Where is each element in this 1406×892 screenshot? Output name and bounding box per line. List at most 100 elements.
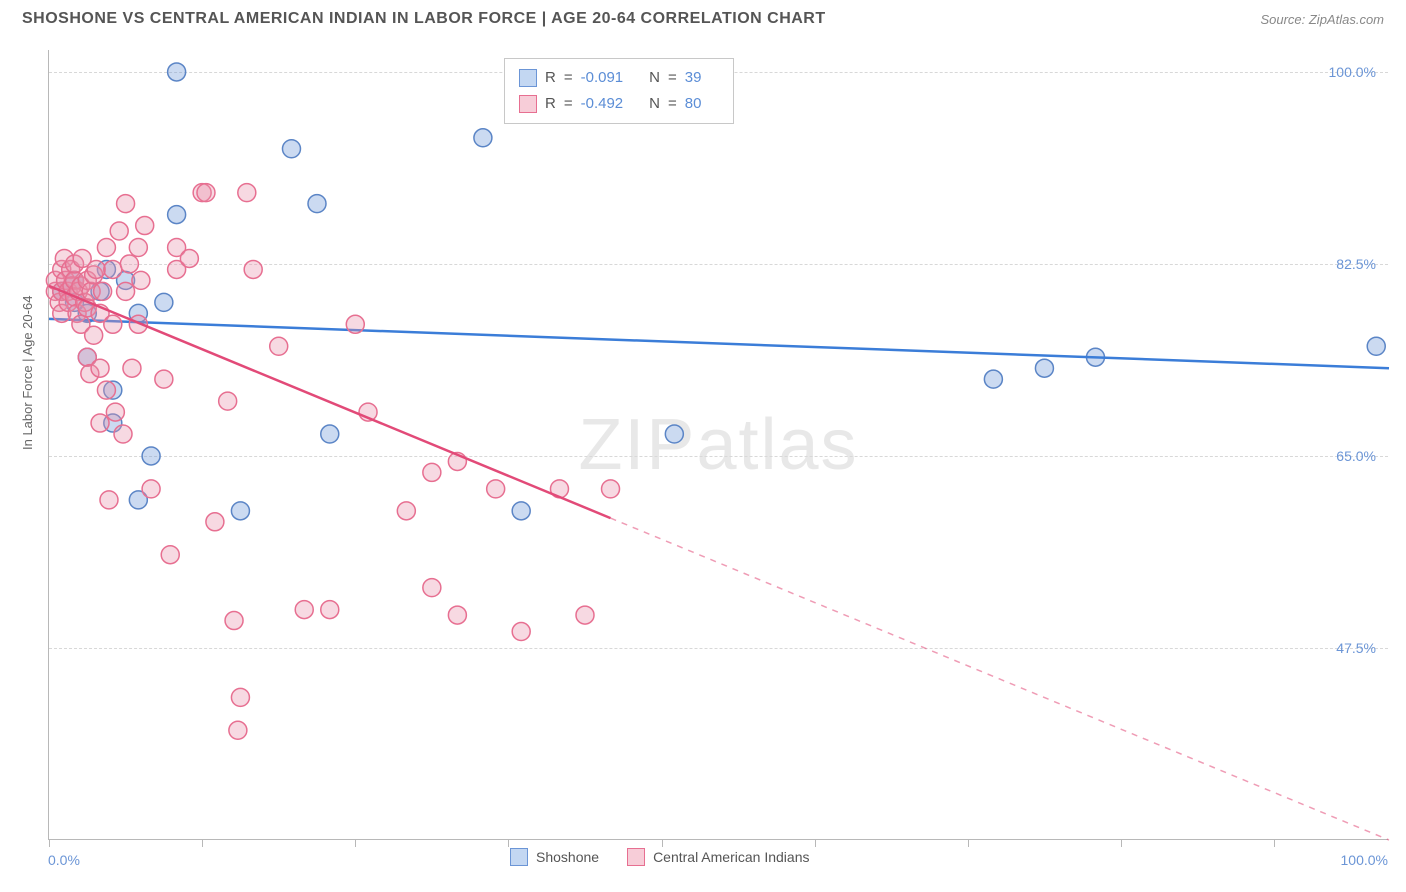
y-axis-label: In Labor Force | Age 20-64	[20, 296, 35, 450]
scatter-point	[114, 425, 132, 443]
legend-swatch-icon	[519, 69, 537, 87]
scatter-point	[1367, 337, 1385, 355]
stats-legend-row: R = -0.091 N = 39	[519, 65, 719, 91]
legend-swatch-icon	[519, 95, 537, 113]
scatter-point	[132, 271, 150, 289]
scatter-point	[346, 315, 364, 333]
scatter-point	[110, 222, 128, 240]
x-tick-label-min: 0.0%	[48, 852, 80, 868]
scatter-point	[155, 370, 173, 388]
scatter-point	[100, 491, 118, 509]
trend-line	[49, 286, 611, 518]
scatter-point	[91, 359, 109, 377]
scatter-point	[423, 463, 441, 481]
scatter-point	[231, 688, 249, 706]
equals-icon: =	[564, 65, 573, 91]
trend-line-extrapolated	[611, 518, 1389, 840]
scatter-point	[576, 606, 594, 624]
scatter-point	[602, 480, 620, 498]
stats-legend-row: R = -0.492 N = 80	[519, 91, 719, 117]
y-tick-label: 47.5%	[1336, 640, 1376, 656]
stat-n-value: 80	[685, 91, 702, 117]
scatter-point	[295, 601, 313, 619]
x-tick	[662, 839, 663, 847]
trend-line	[49, 319, 1389, 368]
scatter-point	[104, 315, 122, 333]
chart-title: SHOSHONE VS CENTRAL AMERICAN INDIAN IN L…	[22, 10, 826, 28]
scatter-point	[321, 425, 339, 443]
scatter-point	[397, 502, 415, 520]
legend-item: Central American Indians	[627, 848, 809, 866]
scatter-point	[238, 184, 256, 202]
scatter-point	[423, 579, 441, 597]
stat-r-value: -0.091	[581, 65, 624, 91]
scatter-point	[180, 249, 198, 267]
stats-legend: R = -0.091 N = 39 R = -0.492 N = 80	[504, 58, 734, 124]
source-attribution: Source: ZipAtlas.com	[1260, 12, 1384, 27]
scatter-point	[512, 623, 530, 641]
scatter-point	[197, 184, 215, 202]
scatter-point	[161, 546, 179, 564]
scatter-point	[270, 337, 288, 355]
equals-icon: =	[668, 65, 677, 91]
x-tick-label-max: 100.0%	[1341, 852, 1388, 868]
scatter-point	[229, 721, 247, 739]
series-legend: Shoshone Central American Indians	[510, 848, 809, 866]
stat-n-label: N	[649, 91, 660, 117]
scatter-point	[168, 63, 186, 81]
scatter-point	[136, 217, 154, 235]
scatter-point	[85, 326, 103, 344]
scatter-point	[87, 260, 105, 278]
scatter-point	[120, 255, 138, 273]
x-tick	[1121, 839, 1122, 847]
scatter-point	[142, 447, 160, 465]
scatter-point	[219, 392, 237, 410]
scatter-point	[129, 239, 147, 257]
scatter-point	[104, 260, 122, 278]
x-tick	[968, 839, 969, 847]
scatter-point	[142, 480, 160, 498]
stat-r-label: R	[545, 91, 556, 117]
scatter-point	[168, 206, 186, 224]
x-tick	[508, 839, 509, 847]
x-tick	[815, 839, 816, 847]
scatter-point	[474, 129, 492, 147]
scatter-point	[321, 601, 339, 619]
y-tick-label: 100.0%	[1329, 64, 1376, 80]
x-tick	[1274, 839, 1275, 847]
scatter-point	[512, 502, 530, 520]
scatter-point	[206, 513, 224, 531]
scatter-point	[282, 140, 300, 158]
scatter-point	[97, 239, 115, 257]
chart-plot-area: ZIPatlas R = -0.091 N = 39 R = -0.492 N …	[48, 50, 1388, 840]
legend-swatch-icon	[627, 848, 645, 866]
stat-n-value: 39	[685, 65, 702, 91]
x-tick	[355, 839, 356, 847]
stat-n-label: N	[649, 65, 660, 91]
scatter-point	[244, 260, 262, 278]
scatter-point	[117, 282, 135, 300]
scatter-point	[231, 502, 249, 520]
scatter-point	[97, 381, 115, 399]
stat-r-value: -0.492	[581, 91, 624, 117]
x-tick	[202, 839, 203, 847]
scatter-point	[487, 480, 505, 498]
legend-swatch-icon	[510, 848, 528, 866]
legend-label: Shoshone	[536, 849, 599, 865]
x-tick	[49, 839, 50, 847]
scatter-point	[448, 606, 466, 624]
scatter-point	[94, 282, 112, 300]
legend-label: Central American Indians	[653, 849, 809, 865]
scatter-point	[155, 293, 173, 311]
scatter-point	[106, 403, 124, 421]
scatter-point	[225, 612, 243, 630]
scatter-point	[123, 359, 141, 377]
scatter-point	[117, 195, 135, 213]
equals-icon: =	[668, 91, 677, 117]
equals-icon: =	[564, 91, 573, 117]
y-tick-label: 65.0%	[1336, 448, 1376, 464]
scatter-point	[1035, 359, 1053, 377]
scatter-point	[984, 370, 1002, 388]
scatter-svg	[49, 50, 1388, 839]
scatter-point	[91, 414, 109, 432]
